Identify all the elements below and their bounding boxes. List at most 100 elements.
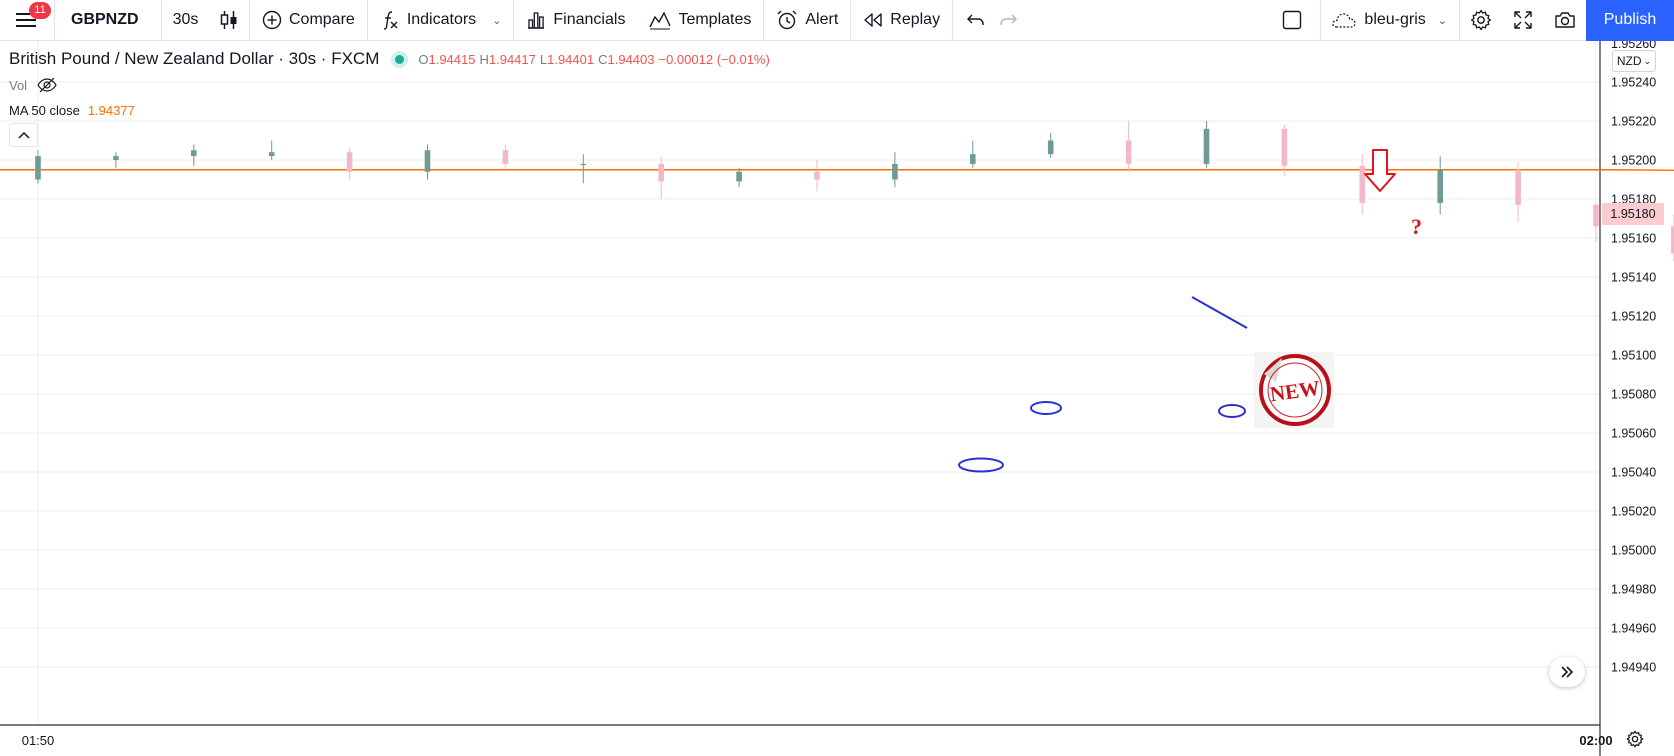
annotation-line[interactable] [1191, 296, 1248, 329]
volume-legend[interactable]: Vol [9, 74, 774, 96]
candle[interactable] [502, 144, 509, 168]
candle[interactable] [35, 150, 41, 184]
candle-body [1203, 128, 1210, 164]
chevron-up-icon [17, 131, 30, 139]
indicators-label: Indicators [406, 11, 477, 28]
candle-body [35, 156, 41, 180]
redo-button[interactable] [993, 0, 1029, 41]
candle[interactable] [658, 156, 664, 199]
compare-button[interactable]: Compare [250, 0, 367, 41]
layout-name: bleu-gris [1364, 11, 1426, 28]
collapse-legend-button[interactable] [9, 123, 38, 147]
candle[interactable] [1047, 132, 1054, 159]
volume-label: Vol [9, 77, 28, 93]
interval-button[interactable]: 30s [172, 11, 199, 28]
rewind-icon [863, 12, 883, 28]
templates-button[interactable]: Templates [637, 0, 763, 41]
current-price-label: 1.95180 [1602, 203, 1664, 225]
candle[interactable] [1359, 154, 1366, 215]
ohlc-low: L1.94401 [539, 51, 595, 67]
annotation-ellipse[interactable] [958, 457, 1004, 473]
price-tick-label: 1.95000 [1611, 544, 1656, 558]
toolbar-divider [366, 0, 368, 41]
candle[interactable] [191, 144, 197, 166]
fullscreen-button[interactable] [1502, 0, 1544, 41]
replay-button[interactable]: Replay [851, 0, 952, 41]
candle-body [1515, 169, 1521, 205]
settings-button[interactable] [1460, 0, 1502, 41]
candle[interactable] [113, 152, 119, 168]
chart-canvas[interactable]: 1.95240 1.95220 1.95200 1.95180 1.95160 1.951… [0, 41, 1674, 756]
financials-button[interactable]: Financials [514, 0, 637, 41]
candle[interactable] [346, 148, 353, 180]
chevron-down-icon[interactable]: ⌄ [492, 14, 502, 27]
candle-body [502, 150, 509, 164]
candle-body [1671, 226, 1674, 254]
toolbar-divider [952, 0, 954, 41]
candle[interactable] [736, 167, 742, 188]
candle-body [1437, 169, 1443, 203]
compare-label: Compare [289, 11, 355, 28]
snapshot-button[interactable] [1544, 0, 1586, 41]
annotation-ellipse[interactable] [1030, 401, 1062, 415]
bar-chart-icon [526, 10, 546, 30]
annotation-ellipse[interactable] [1218, 404, 1246, 418]
annotations: ? [958, 149, 1422, 473]
series-legend[interactable]: British Pound / New Zealand Dollar · 30s… [9, 48, 774, 70]
ma-layer [0, 169, 1674, 587]
toolbar-divider [249, 0, 250, 41]
candle[interactable] [268, 140, 275, 161]
candle[interactable] [580, 154, 587, 184]
ohlc-close: C1.94403 [598, 51, 655, 67]
candle[interactable] [892, 152, 898, 188]
top-toolbar: 11 GBPNZD 30s Compare Indicators ⌄ Finan… [0, 0, 1674, 41]
indicators-button[interactable]: Indicators ⌄ [368, 0, 514, 41]
double-chevron-right-icon [1561, 666, 1574, 678]
candle[interactable] [1515, 161, 1521, 223]
publish-button[interactable]: Publish [1586, 0, 1674, 41]
square-icon [1283, 10, 1302, 30]
toolbar-divider [1459, 0, 1460, 41]
candle[interactable] [814, 160, 820, 192]
candle-body [658, 163, 664, 182]
price-scale[interactable]: 1.952401.952201.952001.951801.951601.951… [1611, 41, 1656, 675]
question-mark-annotation[interactable]: ? [1411, 214, 1422, 239]
candle[interactable] [1593, 202, 1599, 242]
price-tick-label: 1.94980 [1611, 583, 1656, 597]
cloud-icon [1331, 11, 1357, 29]
candle[interactable] [1203, 121, 1210, 168]
ma-legend[interactable]: MA 50 close 1.94377 [9, 99, 774, 121]
symbol-search-button[interactable]: GBPNZD [71, 11, 139, 28]
new-sticker-image: NEW [1254, 352, 1334, 428]
toolbar-divider [850, 0, 852, 41]
layout-menu-button[interactable]: bleu-gris ⌄ [1321, 0, 1459, 41]
alert-button[interactable]: Alert [764, 0, 850, 41]
alert-label: Alert [805, 11, 839, 28]
gear-icon [1470, 9, 1492, 31]
time-scale[interactable]: 01:5002:0002:1002:2002:3002:4002:5003:00… [22, 733, 1674, 748]
candle[interactable] [424, 144, 431, 180]
candle-body [1359, 165, 1366, 203]
price-tick-label: 1.95240 [1611, 76, 1656, 90]
time-tick-label: 01:50 [22, 733, 55, 748]
ma-label: MA 50 close [9, 102, 80, 118]
price-tick-label: 1.94960 [1611, 622, 1656, 636]
scale-settings-button[interactable] [1626, 730, 1644, 753]
candle[interactable] [970, 140, 976, 168]
eye-crossed-icon[interactable] [37, 77, 57, 93]
ma-line[interactable] [0, 169, 1674, 587]
undo-button[interactable] [953, 0, 993, 41]
price-tick-label: 1.95260 [1611, 41, 1656, 51]
down-arrow-annotation[interactable] [1364, 149, 1396, 192]
candle-body [736, 171, 742, 182]
candle[interactable] [1437, 156, 1443, 215]
candle[interactable] [1125, 121, 1132, 172]
scroll-to-realtime-button[interactable] [1549, 657, 1585, 687]
currency-button[interactable]: NZD ⌄ [1612, 50, 1656, 72]
ohlc-open: O1.94415 [418, 51, 476, 67]
candle[interactable] [1281, 124, 1288, 176]
chart-type-button[interactable] [209, 0, 249, 41]
main-menu-button[interactable]: 11 [0, 0, 54, 41]
fullscreen-layout-button[interactable] [1264, 0, 1320, 41]
alarm-clock-icon [776, 9, 798, 31]
